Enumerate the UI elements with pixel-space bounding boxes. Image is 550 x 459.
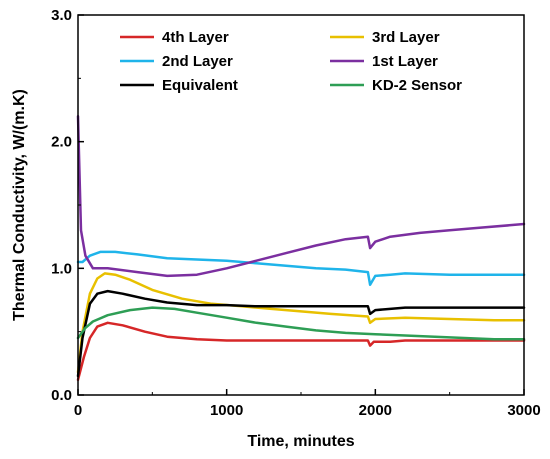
x-tick-label: 2000	[359, 402, 392, 419]
series-line-4th-layer	[76, 321, 526, 382]
y-tick-label: 3.0	[51, 7, 72, 24]
legend-label-equivalent: Equivalent	[162, 77, 238, 94]
legend-label-4th-layer: 4th Layer	[162, 29, 229, 46]
x-tick-label: 1000	[210, 402, 243, 419]
x-axis-label: Time, minutes	[247, 433, 354, 450]
y-tick-label: 1.0	[51, 260, 72, 277]
legend: 4th Layer 3rd Layer 2nd Layer 1st Layer Equi…	[120, 29, 462, 94]
legend-label-1st-layer: 1st Layer	[372, 53, 438, 70]
y-axis-label: Thermal Conductivity, W/(m.K)	[11, 89, 28, 321]
plot-series-group	[76, 115, 526, 382]
legend-label-kd-2-sensor: KD-2 Sensor	[372, 77, 462, 94]
y-axis-ticks: 0.0 1.0 2.0 3.0	[51, 7, 84, 404]
series-line-1st-layer	[76, 115, 526, 278]
legend-label-3rd-layer: 3rd Layer	[372, 29, 440, 46]
x-tick-label: 3000	[507, 402, 540, 419]
y-tick-label: 0.0	[51, 387, 72, 404]
x-tick-label: 0	[74, 402, 82, 419]
legend-label-2nd-layer: 2nd Layer	[162, 53, 233, 70]
series-line-equivalent	[76, 289, 526, 378]
x-axis-ticks: 0 1000 2000 3000	[74, 389, 541, 419]
series-line-2nd-layer	[76, 250, 526, 287]
series-line-3rd-layer	[76, 272, 526, 374]
y-tick-label: 2.0	[51, 134, 72, 151]
series-line-kd-2-sensor	[76, 306, 526, 341]
